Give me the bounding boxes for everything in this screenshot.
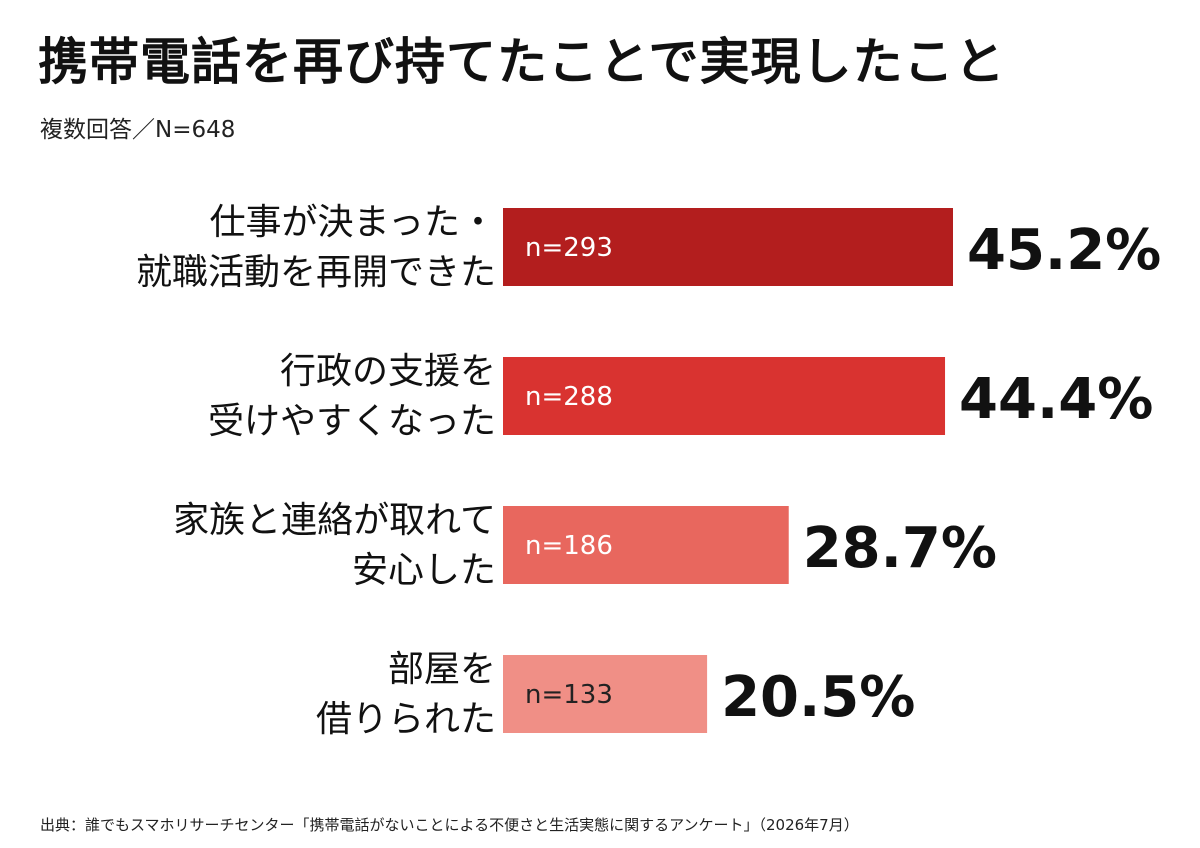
category-label: 就職活動を再開できた [136,252,496,293]
bar [503,357,946,435]
bar-value-label: 45.2% [967,218,1161,283]
category-label: 借りられた [316,699,496,740]
category-label: 部屋を [388,649,496,690]
category-label: 仕事が決まった・ [209,202,496,243]
chart-subtitle: 複数回答／N=648 [40,117,236,143]
bar [503,506,789,584]
category-label: 行政の支援を [280,351,496,392]
bar-count-label: n=133 [525,680,613,710]
source-note: 出典：誰でもスマホリサーチセンター「携帯電話がないことによる不便さと生活実態に関… [40,816,859,834]
bar [503,208,953,286]
bar-value-label: 20.5% [721,665,915,730]
category-label: 家族と連絡が取れて [173,500,496,541]
category-label: 受けやすくなった [208,401,496,442]
bar-count-label: n=186 [525,531,613,561]
bar-count-label: n=293 [525,233,613,263]
bar-value-label: 28.7% [803,516,997,581]
bar-value-label: 44.4% [959,367,1153,432]
category-label: 安心した [352,550,496,591]
bar [503,655,708,733]
chart-title: 携帯電話を再び持てたことで実現したこと [38,33,1006,91]
bar-count-label: n=288 [525,382,613,412]
